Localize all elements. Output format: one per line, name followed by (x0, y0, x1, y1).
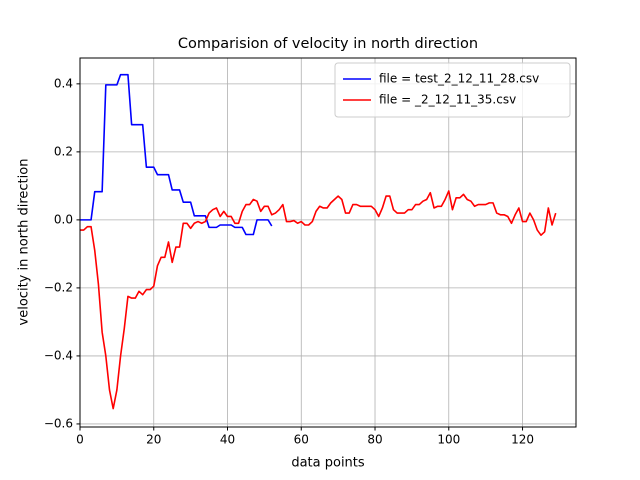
chart-title: Comparision of velocity in north directi… (178, 36, 478, 52)
x-tick-label: 60 (294, 433, 309, 447)
x-tick-label: 40 (220, 433, 235, 447)
ticks: 0 20 40 60 80 100 120 −0.6 −0.4 −0.2 0.0 0.2 0.4 (44, 76, 534, 446)
series-line (80, 73, 273, 236)
y-tick-label: −0.6 (44, 416, 73, 430)
grid (79, 58, 576, 427)
y-axis-label: velocity in north direction (17, 159, 32, 326)
axes-frame (79, 57, 577, 428)
legend-label: file = test_2_12_11_28.csv (379, 72, 539, 86)
y-tick-label: −0.4 (44, 348, 73, 362)
x-tick-label: 0 (76, 433, 84, 447)
legend-label: file = _2_12_11_35.csv (379, 93, 516, 107)
y-tick-label: −0.2 (44, 280, 73, 294)
series-line (80, 190, 557, 410)
x-tick-label: 20 (146, 433, 161, 447)
y-tick-label: 0.2 (54, 144, 73, 158)
x-tick-label: 80 (367, 433, 382, 447)
y-tick-label: 0.0 (54, 212, 73, 226)
x-axis-label: data points (291, 456, 365, 471)
y-tick-label: 0.4 (54, 76, 73, 90)
plot-lines (80, 73, 557, 410)
x-tick-label: 100 (437, 433, 460, 447)
legend-box (334, 62, 571, 118)
x-tick-label: 120 (511, 433, 534, 447)
